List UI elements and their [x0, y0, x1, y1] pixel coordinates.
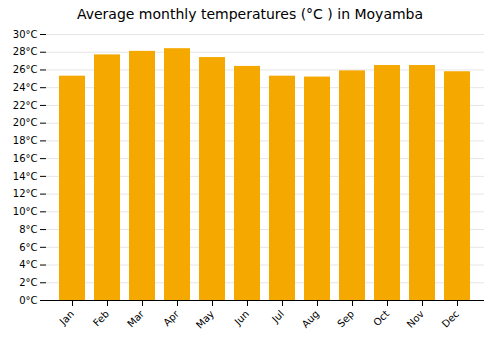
svg-text:26°C: 26°C [13, 64, 38, 75]
svg-text:16°C: 16°C [13, 153, 38, 164]
svg-text:Feb: Feb [91, 308, 111, 328]
svg-text:0°C: 0°C [19, 295, 37, 306]
svg-text:Jul: Jul [269, 308, 286, 325]
svg-text:Jun: Jun [232, 308, 252, 328]
svg-text:10°C: 10°C [13, 206, 38, 217]
svg-text:30°C: 30°C [13, 29, 38, 40]
svg-text:14°C: 14°C [13, 171, 38, 182]
svg-text:Nov: Nov [405, 308, 427, 330]
svg-text:24°C: 24°C [13, 82, 38, 93]
svg-text:8°C: 8°C [19, 224, 37, 235]
html-text:Average monthly temperatures (: Average monthly temperatures (°C ) in Mo… [76, 6, 424, 22]
svg-text:18°C: 18°C [13, 135, 38, 146]
svg-text:28°C: 28°C [13, 46, 38, 57]
svg-text:6°C: 6°C [19, 242, 37, 253]
svg-text:Aug: Aug [300, 308, 322, 330]
svg-text:20°C: 20°C [13, 117, 38, 128]
svg-text:Apr: Apr [161, 308, 182, 329]
svg-text:4°C: 4°C [19, 259, 37, 270]
svg-text:Oct: Oct [371, 308, 391, 328]
svg-text:Dec: Dec [440, 308, 461, 329]
svg-text:Mar: Mar [125, 308, 147, 330]
svg-text:Jan: Jan [57, 308, 76, 327]
svg-text:12°C: 12°C [13, 188, 38, 199]
svg-text:2°C: 2°C [19, 277, 37, 288]
svg-text:Sep: Sep [335, 308, 356, 329]
svg-text:22°C: 22°C [13, 100, 38, 111]
svg-text:May: May [194, 308, 216, 330]
